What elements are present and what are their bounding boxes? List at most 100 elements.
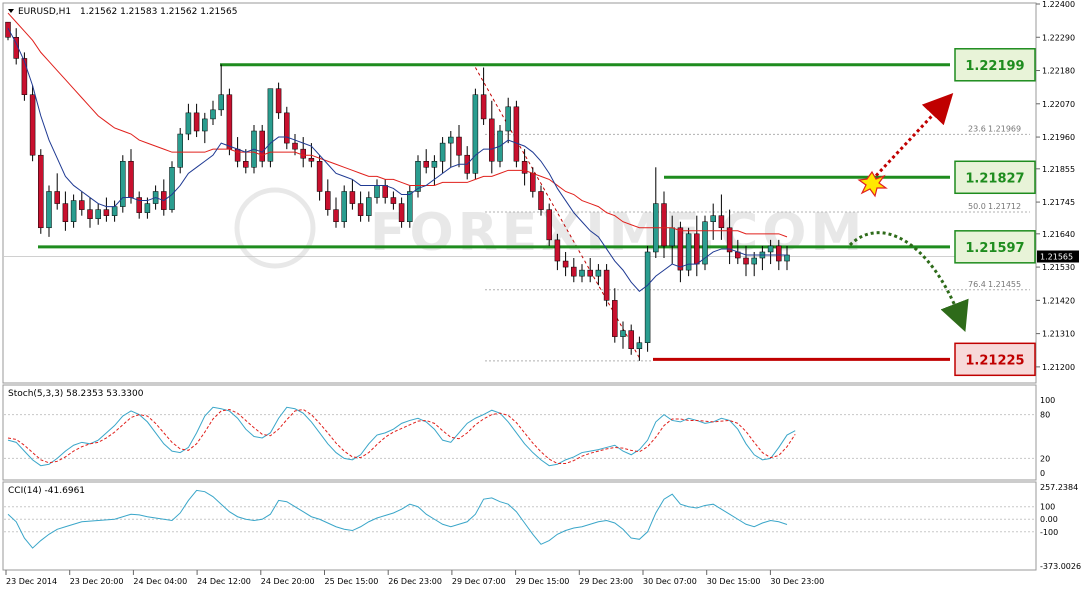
candle-body (46, 191, 52, 229)
candle-body (316, 160, 323, 192)
x-tick-label: 24 Dec 20:00 (261, 577, 315, 586)
stoch-tick-label: 20 (1040, 454, 1050, 463)
candle-body (628, 330, 634, 349)
candle-body (120, 160, 126, 207)
cci-tick-label: 257.2384 (1040, 483, 1078, 492)
fib-value-label: 1.21969 (988, 124, 1021, 133)
candle-body (685, 233, 692, 271)
candle-body (505, 106, 511, 132)
candle-body (636, 342, 643, 349)
level-label: 1.22199 (965, 59, 1024, 74)
candle-body (562, 260, 569, 268)
level-label-box (954, 342, 1036, 377)
fib-ratio-label: 50.0 (968, 202, 986, 211)
candle-body (538, 191, 544, 210)
menu-triangle-icon[interactable] (8, 9, 14, 13)
cci-tick-label: 100 (1040, 503, 1055, 512)
candle-body (710, 215, 716, 222)
level-label: 1.21597 (965, 241, 1024, 256)
x-tick-label: 29 Dec 23:00 (579, 577, 633, 586)
candle-body (259, 130, 265, 162)
candle-body (513, 106, 520, 162)
stoch-tick-label: 100 (1040, 396, 1055, 405)
quote-label: 1.21562 1.21583 1.21562 1.21565 (80, 7, 237, 17)
candle-body (456, 136, 462, 156)
stoch-tick-label: 80 (1040, 411, 1050, 420)
candle-body (21, 58, 28, 95)
candle-body (595, 269, 602, 277)
candle-body (751, 257, 757, 265)
candle-body (431, 160, 438, 168)
candle-body (234, 148, 241, 162)
candle-body (776, 245, 782, 262)
candle-body (382, 185, 388, 198)
candle-body (620, 330, 626, 337)
candle-body (554, 239, 561, 262)
candle-body (612, 300, 618, 337)
candle-body (111, 206, 118, 216)
candle-body (661, 203, 667, 247)
fib-value-label: 1.21712 (988, 202, 1021, 211)
cci-tick-label: -373.0026 (1040, 562, 1081, 571)
breakout-star-icon (857, 170, 888, 198)
y-tick-label: 1.21310 (1042, 330, 1075, 339)
ma-slow-line (7, 12, 788, 238)
candle-body (70, 200, 77, 222)
candle-body (374, 185, 380, 198)
candle-body (448, 136, 454, 144)
candle-body (472, 94, 479, 174)
level-label: 1.21225 (965, 353, 1024, 368)
stoch-signal-line (7, 408, 796, 465)
candle-body (702, 221, 708, 265)
candle-body (300, 148, 306, 159)
level-label-box (954, 160, 1036, 195)
candle-body (29, 94, 36, 156)
candle-body (333, 209, 339, 222)
cci-title: CCI(14) -41.6961 (8, 486, 85, 496)
cci-line (7, 489, 788, 549)
x-tick-label: 26 Dec 23:00 (388, 577, 442, 586)
candle-body (407, 191, 413, 222)
candle-body (38, 154, 44, 229)
y-tick-label: 1.22400 (1042, 0, 1075, 9)
y-tick-label: 1.21855 (1042, 165, 1075, 174)
candle-body (718, 215, 725, 229)
candle-body (226, 94, 233, 150)
x-tick-label: 23 Dec 2014 (6, 577, 57, 586)
candle-body (136, 197, 142, 213)
x-tick-label: 30 Dec 15:00 (707, 577, 761, 586)
x-tick-label: 29 Dec 07:00 (452, 577, 506, 586)
candle-body (87, 209, 93, 219)
candle-body (325, 191, 331, 210)
level-label-box (954, 230, 1036, 264)
candle-body (415, 160, 421, 192)
price-panel (2, 2, 1037, 384)
candle-body (767, 245, 774, 253)
y-tick-label: 1.21960 (1042, 133, 1075, 142)
candle-body (218, 94, 224, 111)
candle-body (546, 209, 552, 241)
candle-body (292, 142, 298, 150)
candle-body (603, 269, 610, 301)
candle-body (398, 203, 405, 222)
candle-body (669, 227, 675, 247)
stoch-main-line (7, 406, 796, 467)
candle-body (480, 94, 487, 120)
current-price-label: 1.21565 (1040, 253, 1073, 262)
candle-body (489, 118, 495, 162)
candle-body (144, 203, 151, 213)
candle-body (390, 197, 397, 204)
candle-body (193, 112, 200, 132)
candle-body (677, 227, 684, 271)
y-tick-label: 1.22070 (1042, 100, 1075, 109)
y-tick-label: 1.21640 (1042, 230, 1075, 239)
stoch-panel (2, 384, 1037, 481)
x-tick-label: 24 Dec 04:00 (133, 577, 187, 586)
candle-body (349, 191, 356, 204)
candle-body (202, 118, 208, 132)
candle-body (726, 227, 733, 253)
candle-body (95, 209, 101, 219)
candle-body (743, 257, 749, 265)
candle-body (5, 21, 11, 38)
